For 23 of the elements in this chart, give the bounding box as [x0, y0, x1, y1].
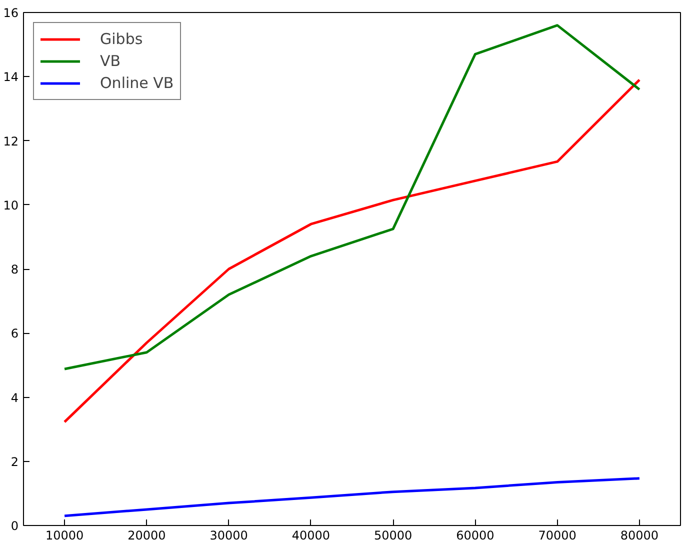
x-tick-label: 20000 [128, 528, 166, 542]
y-tick-label: 14 [3, 70, 19, 84]
legend-label: Online VB [100, 74, 174, 92]
y-tick-label: 0 [10, 519, 19, 533]
x-tick-label: 50000 [374, 528, 412, 542]
x-tick-label: 80000 [620, 528, 659, 542]
y-tick-label: 6 [10, 326, 19, 341]
y-tick-label: 16 [3, 6, 19, 20]
y-tick-label: 8 [10, 262, 19, 276]
x-tick-label: 60000 [456, 528, 494, 542]
legend-label: VB [100, 52, 121, 70]
x-tick-label: 30000 [210, 528, 248, 542]
x-tick-label: 40000 [292, 528, 330, 542]
line-series [63, 24, 641, 370]
legend-label: Gibbs [100, 30, 143, 48]
y-tick-label: 10 [3, 198, 19, 212]
y-tick-label: 2 [10, 454, 19, 469]
x-tick-label: 70000 [538, 528, 576, 542]
y-tick-label: 4 [10, 390, 19, 405]
x-tick-label: 10000 [45, 528, 84, 542]
y-tick-label: 12 [3, 134, 19, 148]
line-series [63, 477, 641, 518]
line-series [63, 78, 641, 424]
